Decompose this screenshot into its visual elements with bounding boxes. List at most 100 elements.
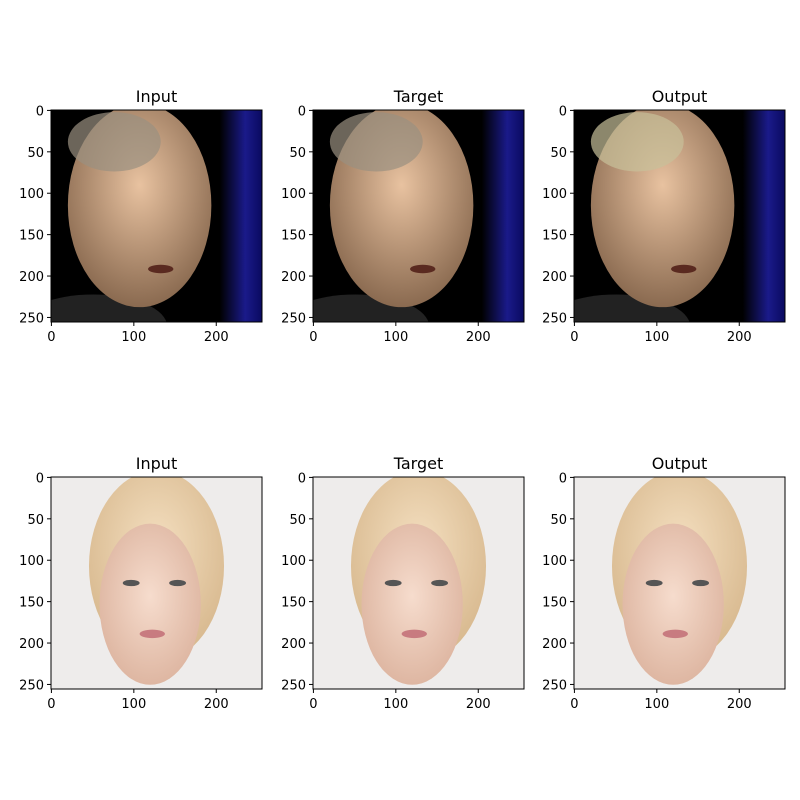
y-tick-label: 200 xyxy=(542,270,567,285)
x-tick-label: 0 xyxy=(47,697,55,712)
y-tick-label: 150 xyxy=(19,229,44,244)
y-tick-label: 100 xyxy=(19,187,44,202)
y-tick-label: 250 xyxy=(542,678,567,693)
y-tick-label: 100 xyxy=(19,554,44,569)
x-tick-label: 100 xyxy=(383,330,408,345)
y-tick-label: 0 xyxy=(36,471,44,486)
image-content xyxy=(313,477,524,689)
y-tick-label: 50 xyxy=(550,146,567,161)
image-content xyxy=(574,477,785,689)
y-tick-label: 50 xyxy=(550,513,567,528)
x-tick-label: 200 xyxy=(727,697,752,712)
backdrop xyxy=(742,110,785,322)
x-tick-label: 200 xyxy=(204,697,229,712)
subplot: Target 0 100 200 0 50 100 150 200 250 xyxy=(281,87,525,345)
x-tick-label: 100 xyxy=(644,330,669,345)
eye xyxy=(692,579,710,587)
subplot-title: Output xyxy=(652,454,708,473)
image-content xyxy=(51,110,262,322)
x-tick-label: 200 xyxy=(727,330,752,345)
eye xyxy=(384,579,402,587)
x-tick-label: 200 xyxy=(466,697,491,712)
image-content xyxy=(574,110,785,322)
face xyxy=(361,523,463,685)
y-tick-label: 200 xyxy=(281,637,306,652)
subplot: Input 0 100 200 0 50 100 150 200 250 xyxy=(19,87,263,345)
image xyxy=(51,477,262,689)
axes-frame xyxy=(573,476,786,690)
x-tick-label: 100 xyxy=(644,697,669,712)
x-tick-label: 200 xyxy=(204,330,229,345)
y-tick-label: 150 xyxy=(281,596,306,611)
hair xyxy=(67,112,161,172)
mouth xyxy=(148,264,174,274)
x-tick-label: 200 xyxy=(466,330,491,345)
image-content xyxy=(313,110,524,322)
subplot: Target 0 100 200 0 50 100 150 200 250 xyxy=(281,454,525,712)
subplot-title: Input xyxy=(136,454,177,473)
y-tick-label: 0 xyxy=(559,104,567,119)
y-tick-label: 250 xyxy=(19,678,44,693)
image xyxy=(313,477,524,689)
subplot-title: Output xyxy=(652,87,708,106)
y-tick-label: 50 xyxy=(27,146,44,161)
x-tick-label: 0 xyxy=(570,697,578,712)
hair xyxy=(590,112,684,172)
eye xyxy=(645,579,663,587)
y-tick-label: 150 xyxy=(542,596,567,611)
y-tick-label: 150 xyxy=(19,596,44,611)
y-tick-label: 100 xyxy=(281,187,306,202)
image xyxy=(574,477,785,689)
eye xyxy=(431,579,449,587)
y-tick-label: 50 xyxy=(289,513,306,528)
y-tick-label: 200 xyxy=(281,270,306,285)
subplot: Input 0 100 200 0 50 100 150 200 250 xyxy=(19,454,263,712)
face xyxy=(622,523,724,685)
y-tick-label: 150 xyxy=(542,229,567,244)
axes-frame xyxy=(50,476,263,690)
y-tick-label: 100 xyxy=(281,554,306,569)
y-tick-label: 50 xyxy=(27,513,44,528)
y-tick-label: 50 xyxy=(289,146,306,161)
x-tick-label: 100 xyxy=(121,330,146,345)
y-tick-label: 200 xyxy=(19,637,44,652)
subplot: Output 0 100 200 0 50 100 150 200 250 xyxy=(542,454,786,712)
backdrop xyxy=(481,110,524,322)
x-tick-label: 0 xyxy=(47,330,55,345)
x-tick-label: 0 xyxy=(309,697,317,712)
mouth xyxy=(401,629,427,639)
subplot-title: Input xyxy=(136,87,177,106)
y-tick-label: 0 xyxy=(298,104,306,119)
y-tick-label: 250 xyxy=(281,678,306,693)
y-tick-label: 200 xyxy=(542,637,567,652)
y-tick-label: 0 xyxy=(36,104,44,119)
subplot-title: Target xyxy=(393,87,444,106)
backdrop xyxy=(219,110,262,322)
y-tick-label: 250 xyxy=(19,311,44,326)
eye xyxy=(169,579,187,587)
axes-frame xyxy=(312,476,525,690)
y-tick-label: 250 xyxy=(542,311,567,326)
y-tick-label: 250 xyxy=(281,311,306,326)
x-tick-label: 0 xyxy=(309,330,317,345)
y-tick-label: 200 xyxy=(19,270,44,285)
mouth xyxy=(410,264,436,274)
x-tick-label: 100 xyxy=(383,697,408,712)
subplot-title: Target xyxy=(393,454,444,473)
eye xyxy=(122,579,140,587)
x-tick-label: 0 xyxy=(570,330,578,345)
axes-frame xyxy=(312,109,525,323)
image xyxy=(313,110,524,322)
image xyxy=(574,110,785,322)
y-tick-label: 150 xyxy=(281,229,306,244)
mouth xyxy=(662,629,688,639)
mouth xyxy=(139,629,165,639)
y-tick-label: 0 xyxy=(298,471,306,486)
y-tick-label: 100 xyxy=(542,554,567,569)
image xyxy=(51,110,262,322)
face xyxy=(99,523,201,685)
mouth xyxy=(671,264,697,274)
image-content xyxy=(51,477,262,689)
hair xyxy=(329,112,423,172)
